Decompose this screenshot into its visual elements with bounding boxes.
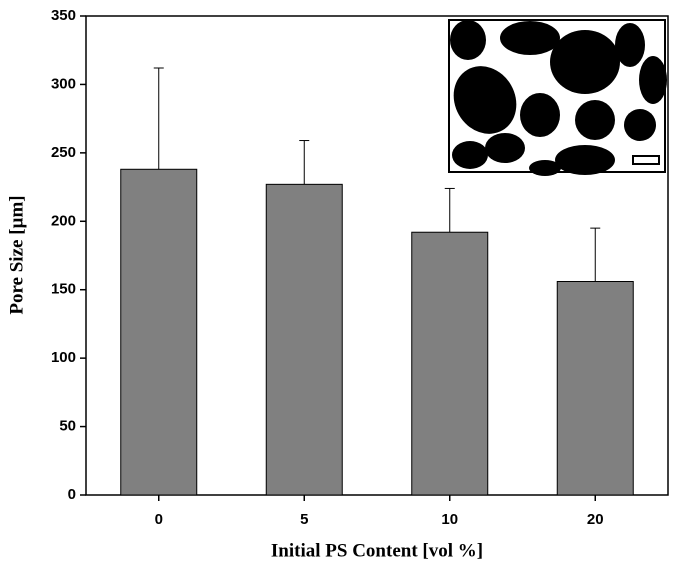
x-tick-label: 0 — [155, 511, 163, 528]
inset-image — [442, 20, 667, 176]
y-tick-label: 0 — [68, 486, 76, 503]
y-tick-label: 250 — [51, 144, 76, 161]
y-axis-title: Pore Size [µm] — [6, 195, 27, 314]
y-tick-label: 150 — [51, 281, 76, 298]
scale-bar — [633, 156, 659, 164]
x-tick-label: 5 — [300, 511, 308, 528]
x-axis-title: Initial PS Content [vol %] — [271, 540, 483, 561]
y-tick-label: 350 — [51, 7, 76, 24]
bar — [121, 169, 197, 495]
y-tick-label: 100 — [51, 349, 76, 366]
bar — [557, 282, 633, 495]
x-tick-label: 10 — [441, 511, 458, 528]
bar — [266, 184, 342, 495]
y-tick-label: 200 — [51, 212, 76, 229]
bar — [412, 232, 488, 495]
chart: Initial PS Content [vol %] Pore Size [µm… — [0, 0, 674, 568]
y-tick-label: 300 — [51, 75, 76, 92]
x-tick-label: 20 — [587, 511, 604, 528]
y-tick-label: 50 — [59, 418, 76, 435]
